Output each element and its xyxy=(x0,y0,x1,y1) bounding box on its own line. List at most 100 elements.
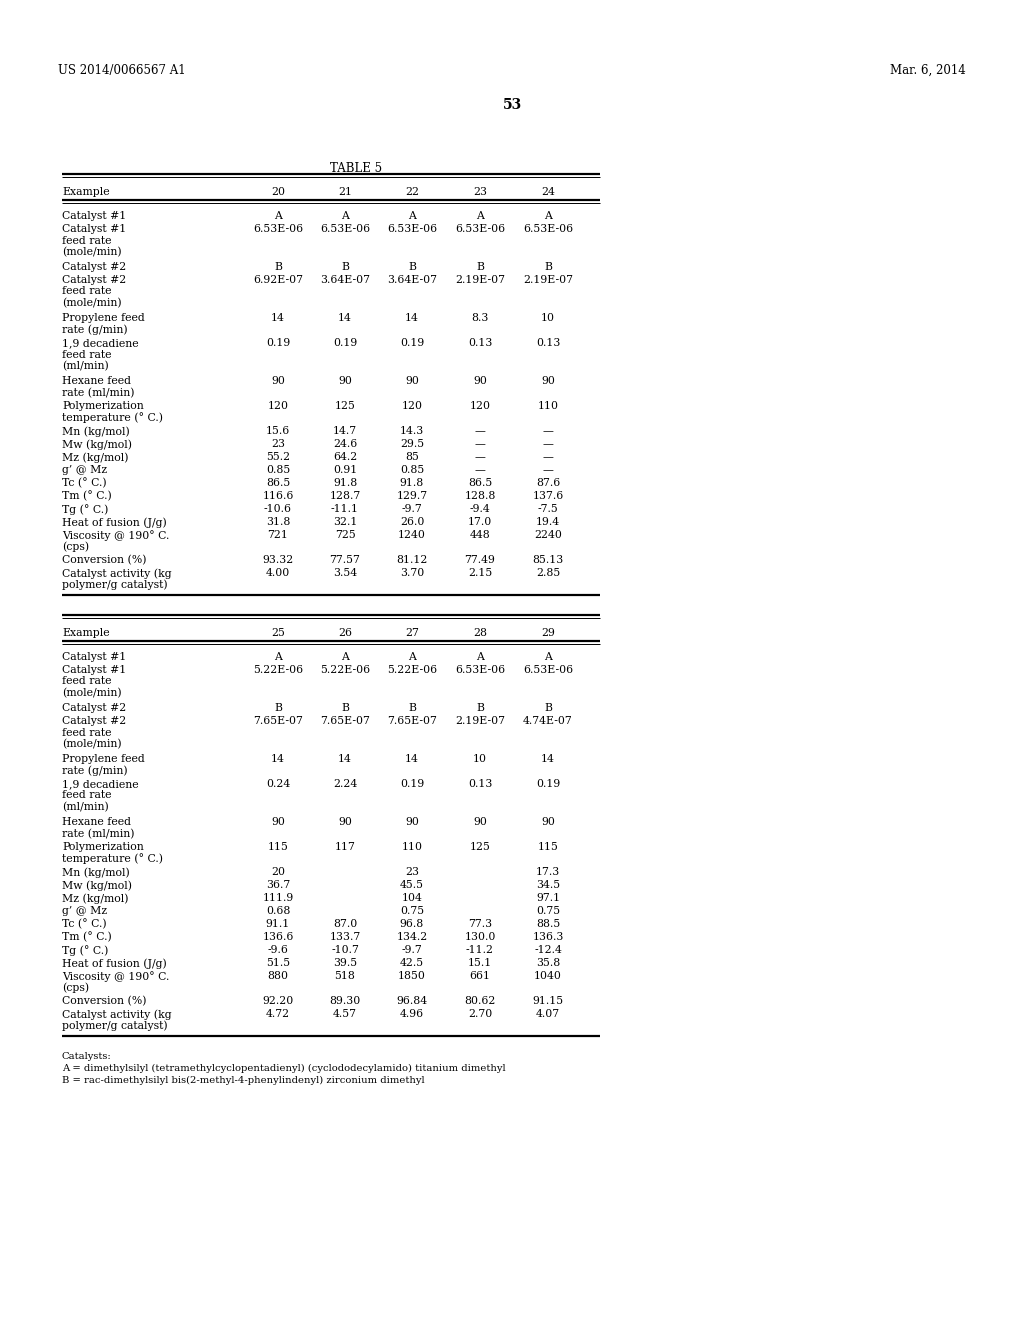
Text: 14: 14 xyxy=(406,754,419,764)
Text: 104: 104 xyxy=(401,894,423,903)
Text: 134.2: 134.2 xyxy=(396,932,428,942)
Text: 7.65E-07: 7.65E-07 xyxy=(253,715,303,726)
Text: 2.24: 2.24 xyxy=(333,779,357,789)
Text: Catalyst activity (kg: Catalyst activity (kg xyxy=(62,1008,172,1019)
Text: 0.19: 0.19 xyxy=(536,779,560,789)
Text: A: A xyxy=(274,211,282,220)
Text: 116.6: 116.6 xyxy=(262,491,294,502)
Text: 4.74E-07: 4.74E-07 xyxy=(523,715,572,726)
Text: B: B xyxy=(544,704,552,713)
Text: 90: 90 xyxy=(406,376,419,385)
Text: 92.20: 92.20 xyxy=(262,997,294,1006)
Text: Catalyst activity (kg: Catalyst activity (kg xyxy=(62,568,172,578)
Text: 96.8: 96.8 xyxy=(400,919,424,929)
Text: 22: 22 xyxy=(406,187,419,197)
Text: B: B xyxy=(341,261,349,272)
Text: Tg (° C.): Tg (° C.) xyxy=(62,504,109,515)
Text: 45.5: 45.5 xyxy=(400,880,424,890)
Text: B: B xyxy=(544,261,552,272)
Text: Polymerization: Polymerization xyxy=(62,842,143,851)
Text: Viscosity @ 190° C.: Viscosity @ 190° C. xyxy=(62,531,169,541)
Text: 31.8: 31.8 xyxy=(266,517,290,527)
Text: (cps): (cps) xyxy=(62,982,89,993)
Text: 128.8: 128.8 xyxy=(464,491,496,502)
Text: 0.19: 0.19 xyxy=(333,338,357,348)
Text: 10: 10 xyxy=(541,313,555,323)
Text: —: — xyxy=(543,465,553,475)
Text: 90: 90 xyxy=(338,817,352,828)
Text: B: B xyxy=(408,704,416,713)
Text: Catalyst #2: Catalyst #2 xyxy=(62,715,126,726)
Text: 0.19: 0.19 xyxy=(400,338,424,348)
Text: 0.91: 0.91 xyxy=(333,465,357,475)
Text: 2.85: 2.85 xyxy=(536,568,560,578)
Text: 25: 25 xyxy=(271,628,285,638)
Text: 36.7: 36.7 xyxy=(266,880,290,890)
Text: 3.64E-07: 3.64E-07 xyxy=(387,275,437,285)
Text: Propylene feed: Propylene feed xyxy=(62,313,144,323)
Text: B: B xyxy=(476,704,484,713)
Text: -9.6: -9.6 xyxy=(267,945,289,954)
Text: 1040: 1040 xyxy=(535,972,562,981)
Text: —: — xyxy=(474,440,485,449)
Text: 0.13: 0.13 xyxy=(536,338,560,348)
Text: -10.6: -10.6 xyxy=(264,504,292,513)
Text: 14: 14 xyxy=(406,313,419,323)
Text: 90: 90 xyxy=(406,817,419,828)
Text: 10: 10 xyxy=(473,754,487,764)
Text: (mole/min): (mole/min) xyxy=(62,298,122,309)
Text: 880: 880 xyxy=(267,972,289,981)
Text: Mw (kg/mol): Mw (kg/mol) xyxy=(62,440,132,450)
Text: —: — xyxy=(474,426,485,436)
Text: 15.6: 15.6 xyxy=(266,426,290,436)
Text: 721: 721 xyxy=(267,531,289,540)
Text: 0.75: 0.75 xyxy=(400,906,424,916)
Text: 1,9 decadiene: 1,9 decadiene xyxy=(62,338,138,348)
Text: 14.7: 14.7 xyxy=(333,426,357,436)
Text: 1240: 1240 xyxy=(398,531,426,540)
Text: A: A xyxy=(274,652,282,663)
Text: 14.3: 14.3 xyxy=(400,426,424,436)
Text: 136.6: 136.6 xyxy=(262,932,294,942)
Text: Viscosity @ 190° C.: Viscosity @ 190° C. xyxy=(62,972,169,982)
Text: Hexane feed: Hexane feed xyxy=(62,817,131,828)
Text: 110: 110 xyxy=(538,401,558,411)
Text: Example: Example xyxy=(62,628,110,638)
Text: temperature (° C.): temperature (° C.) xyxy=(62,412,163,424)
Text: 87.6: 87.6 xyxy=(536,478,560,488)
Text: 133.7: 133.7 xyxy=(330,932,360,942)
Text: Mn (kg/mol): Mn (kg/mol) xyxy=(62,426,130,437)
Text: 91.15: 91.15 xyxy=(532,997,563,1006)
Text: 0.24: 0.24 xyxy=(266,779,290,789)
Text: 20: 20 xyxy=(271,867,285,876)
Text: 6.53E-06: 6.53E-06 xyxy=(319,224,370,234)
Text: 90: 90 xyxy=(541,817,555,828)
Text: 14: 14 xyxy=(271,754,285,764)
Text: g’ @ Mz: g’ @ Mz xyxy=(62,906,108,916)
Text: 0.13: 0.13 xyxy=(468,779,493,789)
Text: 3.70: 3.70 xyxy=(400,568,424,578)
Text: —: — xyxy=(543,426,553,436)
Text: 4.57: 4.57 xyxy=(333,1008,357,1019)
Text: 7.65E-07: 7.65E-07 xyxy=(321,715,370,726)
Text: 6.53E-06: 6.53E-06 xyxy=(455,665,505,675)
Text: polymer/g catalyst): polymer/g catalyst) xyxy=(62,579,168,590)
Text: —: — xyxy=(474,451,485,462)
Text: 90: 90 xyxy=(541,376,555,385)
Text: 89.30: 89.30 xyxy=(330,997,360,1006)
Text: B: B xyxy=(476,261,484,272)
Text: Propylene feed: Propylene feed xyxy=(62,754,144,764)
Text: 77.49: 77.49 xyxy=(465,554,496,565)
Text: TABLE 5: TABLE 5 xyxy=(330,162,382,176)
Text: A: A xyxy=(476,652,484,663)
Text: rate (g/min): rate (g/min) xyxy=(62,766,128,776)
Text: 20: 20 xyxy=(271,187,285,197)
Text: B: B xyxy=(341,704,349,713)
Text: -11.2: -11.2 xyxy=(466,945,494,954)
Text: —: — xyxy=(543,451,553,462)
Text: Mz (kg/mol): Mz (kg/mol) xyxy=(62,451,128,462)
Text: 14: 14 xyxy=(541,754,555,764)
Text: 130.0: 130.0 xyxy=(464,932,496,942)
Text: 125: 125 xyxy=(335,401,355,411)
Text: 0.85: 0.85 xyxy=(400,465,424,475)
